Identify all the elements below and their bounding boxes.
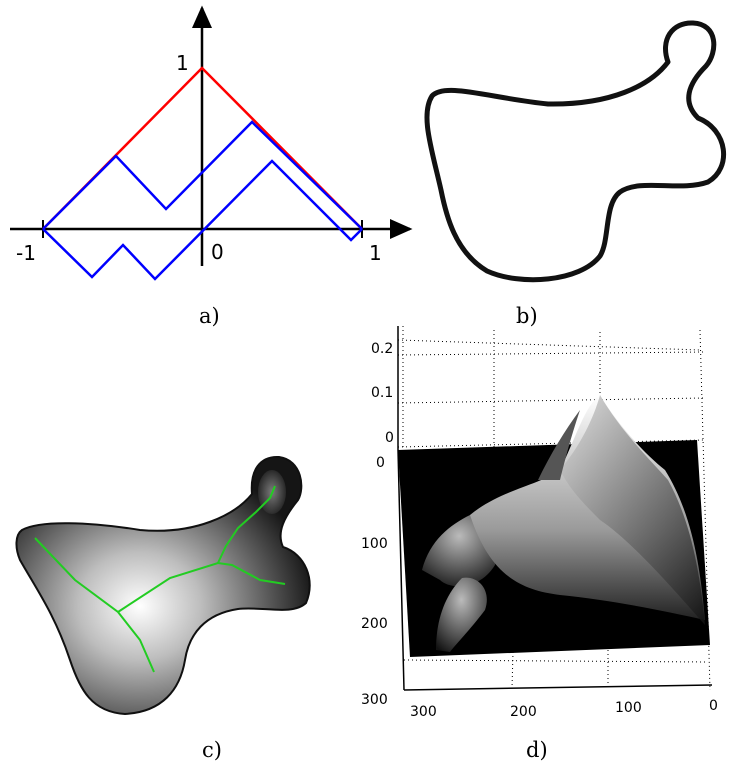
x-tick-300: 300 [410, 704, 437, 720]
blue-lower-curve [42, 159, 363, 281]
panel-b: b) [424, 20, 726, 328]
tick-label-x-right: 1 [369, 241, 382, 265]
z-tick-0: 0 [385, 430, 394, 446]
panel-a: -1 0 1 1 a) [10, 5, 413, 328]
y-tick-100: 100 [361, 536, 388, 552]
skeleton-branch [117, 561, 286, 613]
x-tick-100: 100 [615, 700, 642, 716]
y-tick-200: 200 [361, 616, 388, 632]
surface-shadow-fold [538, 410, 580, 480]
tick-label-x-left: -1 [16, 241, 36, 265]
surface-ridge [470, 395, 705, 620]
box-left-edge [397, 449, 405, 691]
y-tick-300: 300 [361, 692, 388, 708]
panel-c: c) [15, 455, 311, 762]
caption-a: a) [199, 304, 220, 328]
z-tick-0-2: 0.2 [371, 341, 393, 357]
x-tick-0: 0 [709, 698, 718, 714]
caption-c: c) [202, 738, 222, 762]
distance-map-body [15, 455, 311, 716]
y-tick-0: 0 [376, 455, 385, 471]
skeleton-arm [217, 485, 276, 564]
z-tick-0-1: 0.1 [371, 385, 393, 401]
x-tick-200: 200 [510, 704, 537, 720]
tick-label-y-top: 1 [176, 51, 189, 75]
blue-upper-curve [42, 120, 363, 230]
shape-outline [424, 20, 726, 283]
caption-b: b) [516, 304, 538, 328]
box-bottom-edge [403, 684, 713, 691]
panel-d: 0.2 0.1 0 0 100 200 300 300 200 100 0 d) [361, 326, 718, 762]
surface-lump-lower [436, 577, 487, 652]
surface-front-slope [560, 395, 705, 625]
tick-label-x-origin: 0 [211, 240, 224, 264]
caption-d: d) [526, 738, 548, 762]
